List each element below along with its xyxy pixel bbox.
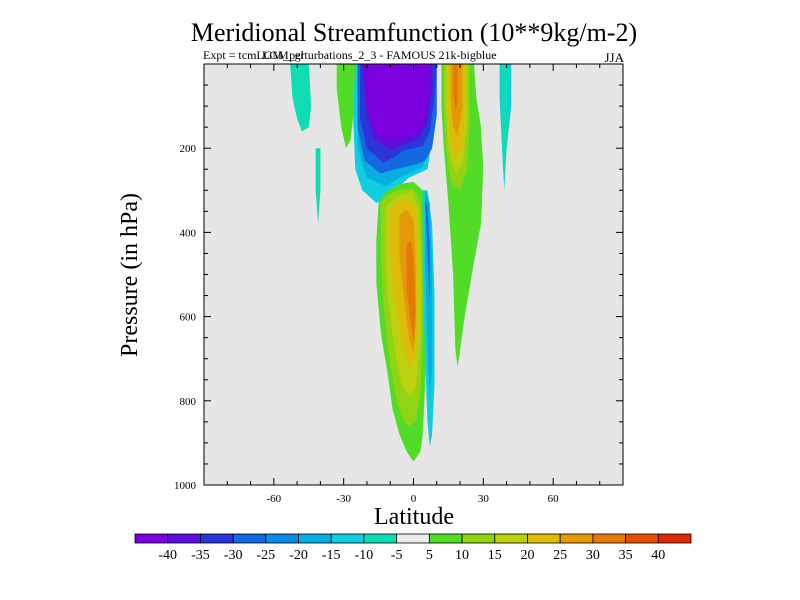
colorbar-swatch (167, 533, 201, 544)
y-axis-label: Pressure (in hPa) (117, 193, 143, 357)
x-tick-label: 30 (478, 493, 490, 505)
colorbar-swatch (559, 533, 594, 544)
colorbar-label: -10 (355, 548, 374, 563)
colorbar-swatch (592, 533, 626, 544)
chart-subtitle: Expt = tcmLGM_perturbations_2_3 - FAMOUS… (203, 48, 497, 62)
colorbar-label: -30 (224, 548, 243, 563)
y-tick-label: 800 (180, 396, 197, 408)
colorbar-label: 35 (619, 548, 633, 563)
contour-region-1 (315, 148, 321, 224)
x-tick-label: -30 (336, 493, 351, 505)
x-axis-label: Latitude (374, 504, 454, 530)
chart-subtitle-overlap: LGM_gl (262, 48, 305, 62)
contour-region-25 (425, 198, 430, 300)
contour-region-16 (502, 64, 509, 174)
colorbar-swatch (134, 533, 169, 544)
colorbar-label: 20 (520, 548, 534, 563)
colorbar-label: 25 (553, 548, 567, 563)
colorbar-swatch (396, 533, 430, 544)
colorbar-label: -5 (391, 548, 403, 563)
contour-fill-layer (290, 64, 512, 462)
x-axis: -60 -30 0 30 60 (226, 64, 601, 505)
y-tick-label: 600 (180, 312, 197, 324)
colorbar-swatch (330, 533, 365, 544)
contour-region-0 (290, 64, 312, 132)
y-tick-label: 400 (180, 227, 197, 239)
colorbar-swatch (200, 533, 234, 544)
colorbar-swatch (265, 533, 299, 544)
colorbar-swatch (428, 533, 463, 544)
contour-region-8 (364, 64, 430, 142)
y-tick-label: 200 (180, 143, 197, 155)
colorbar-label: -20 (289, 548, 308, 563)
x-tick-label: -60 (266, 493, 281, 505)
chart-title: Meridional Streamfunction (10**9kg/m-2) (191, 18, 637, 47)
colorbar-label: -25 (256, 548, 275, 563)
colorbar-swatch (363, 533, 398, 544)
colorbar-swatch (461, 533, 496, 544)
colorbar-label: -15 (322, 548, 341, 563)
y-axis: 200 400 600 800 1000 (174, 84, 623, 492)
colorbar-swatch (232, 533, 267, 544)
colorbar-swatch (625, 533, 659, 544)
colorbar-swatch (657, 533, 692, 544)
colorbar-label: 30 (586, 548, 600, 563)
colorbar-label: 15 (488, 548, 502, 563)
contour-region-2 (336, 64, 356, 149)
contour-region-14 (453, 64, 458, 111)
season-label: JJA (604, 50, 624, 65)
colorbar-label: -40 (158, 548, 177, 563)
colorbar-swatch (527, 533, 561, 544)
colorbar-label: 40 (651, 548, 665, 563)
colorbar-swatch (298, 533, 332, 544)
x-tick-label: 60 (548, 493, 560, 505)
x-tick-label: 0 (411, 493, 417, 505)
colorbar-swatch (494, 533, 528, 544)
colorbar: -40 -35 -30 -25 -20 -15 -10 -5 5 10 15 20 25 30 35 40 (134, 533, 692, 563)
colorbar-label: -35 (191, 548, 210, 563)
contour-region-24 (425, 190, 433, 401)
colorbar-label: 5 (426, 548, 433, 563)
y-tick-label: 1000 (174, 480, 197, 492)
colorbar-label: 10 (455, 548, 469, 563)
contour-region-22 (406, 240, 416, 342)
